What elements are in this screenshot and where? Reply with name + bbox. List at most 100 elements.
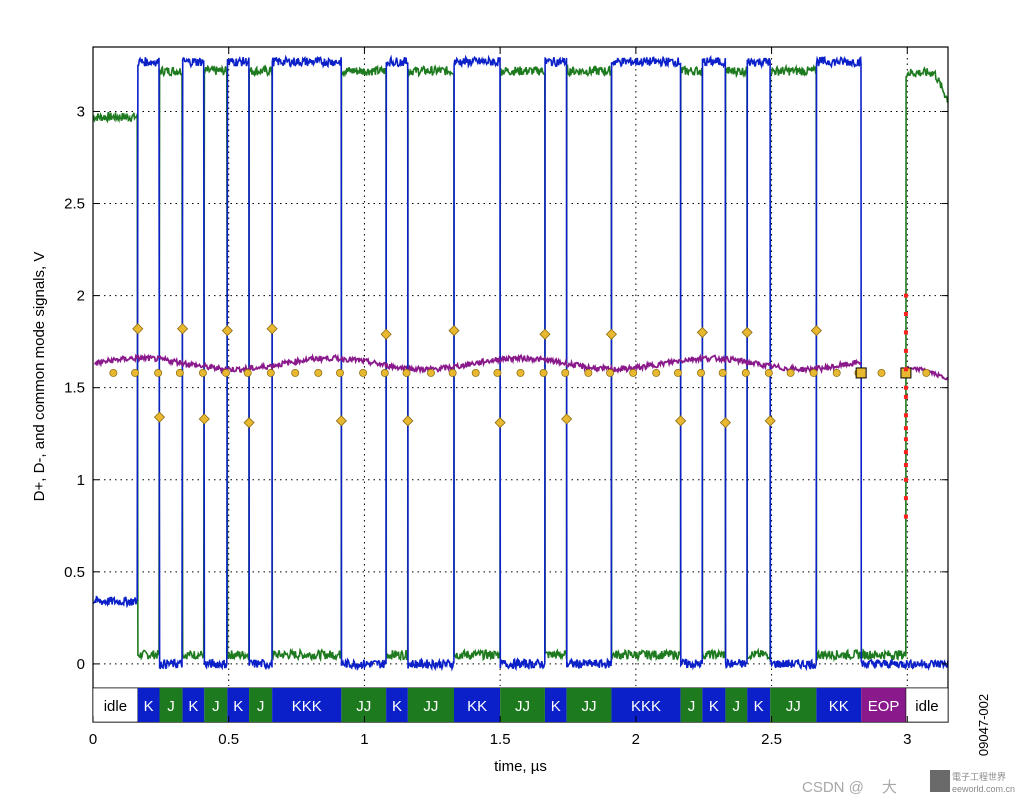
- y-tick-label: 2.5: [64, 196, 85, 213]
- state-label: K: [754, 698, 764, 715]
- eop-marker-point: [903, 437, 908, 442]
- state-segment-k: [272, 688, 342, 722]
- sample-point: [809, 368, 818, 377]
- sample-point: [198, 368, 207, 377]
- eop-marker-point: [903, 426, 908, 431]
- watermark-name: 大: [882, 779, 897, 796]
- sample-point: [175, 368, 184, 377]
- series-common-mode: [94, 353, 862, 375]
- state-label: K: [144, 698, 154, 715]
- state-label: K: [233, 698, 243, 715]
- transition-point: [810, 325, 822, 337]
- state-label: JJ: [356, 698, 371, 715]
- state-label: J: [257, 698, 265, 715]
- state-label: K: [392, 698, 402, 715]
- eop-marker-point: [903, 394, 908, 399]
- state-label: KK: [467, 698, 487, 715]
- sample-point: [629, 368, 638, 377]
- eop-marker-point: [903, 450, 908, 455]
- sample-point: [402, 368, 411, 377]
- x-tick-label: 1: [360, 731, 368, 748]
- transition-point: [605, 328, 617, 340]
- eop-marker-point: [903, 413, 908, 418]
- state-segment-j: [680, 688, 703, 722]
- transition-point: [448, 325, 460, 337]
- transition-point: [696, 326, 708, 338]
- sample-point: [652, 368, 661, 377]
- y-tick-label: 3: [77, 103, 85, 120]
- sample-point: [764, 368, 773, 377]
- transition-point: [153, 411, 166, 423]
- state-segment-j: [159, 688, 183, 722]
- sample-point: [786, 368, 795, 377]
- sample-point: [426, 368, 435, 377]
- transition-point: [764, 415, 776, 427]
- state-label: EOP: [868, 698, 900, 715]
- transition-point: [132, 323, 144, 335]
- y-axis-title: D+, D-, and common mode signals, V: [31, 252, 48, 502]
- watermark-logo-icon: [930, 770, 950, 792]
- transition-point: [380, 328, 392, 340]
- sample-point: [154, 368, 163, 377]
- watermark-prefix: CSDN @: [802, 779, 864, 796]
- state-segment-j: [341, 688, 387, 722]
- eop-marker-point: [903, 463, 908, 468]
- sample-point: [877, 368, 886, 377]
- state-segment-j: [204, 688, 228, 722]
- sample-point: [718, 368, 727, 377]
- state-label: idle: [104, 698, 127, 715]
- transition-point: [561, 413, 573, 425]
- state-label: JJ: [515, 698, 530, 715]
- transition-point: [539, 328, 551, 340]
- transition-point: [719, 417, 731, 429]
- eop-marker-point: [903, 477, 908, 482]
- state-segment-j: [407, 688, 454, 722]
- state-segment-k: [227, 688, 250, 722]
- state-label: J: [167, 698, 175, 715]
- sample-point: [741, 368, 750, 377]
- sample-point: [243, 368, 252, 377]
- transition-point: [335, 415, 347, 427]
- state-segment-k: [747, 688, 771, 722]
- x-tick-label: 3: [903, 731, 911, 748]
- sample-point: [561, 368, 570, 377]
- state-segment-k: [611, 688, 681, 722]
- sample-point: [922, 368, 931, 377]
- sample-point: [380, 368, 389, 377]
- sample-point: [539, 368, 548, 377]
- state-label: J: [733, 698, 741, 715]
- state-label: JJ: [423, 698, 438, 715]
- x-tick-label: 1.5: [490, 731, 511, 748]
- sample-point: [606, 368, 615, 377]
- plot-frame: [92, 46, 949, 723]
- state-label: JJ: [582, 698, 597, 715]
- sample-point: [493, 368, 502, 377]
- state-label: K: [709, 698, 719, 715]
- sample-point: [516, 368, 525, 377]
- transition-point: [494, 417, 506, 429]
- x-axis-title: time, µs: [494, 758, 547, 775]
- state-segment-k: [386, 688, 408, 722]
- transition-point: [266, 323, 278, 335]
- state-segment-j: [770, 688, 817, 722]
- eop-marker-point: [903, 514, 908, 519]
- sample-point: [109, 368, 118, 377]
- y-tick-label: 1: [77, 472, 85, 489]
- state-segment-j: [566, 688, 612, 722]
- sample-point: [336, 368, 344, 377]
- state-label: KKK: [292, 698, 322, 715]
- transition-point: [243, 417, 255, 429]
- y-tick-label: 1.5: [64, 380, 85, 397]
- sample-point: [471, 368, 480, 377]
- y-tick-label: 0: [77, 656, 85, 673]
- state-segment-j: [249, 688, 273, 722]
- y-tick-label: 0.5: [64, 564, 85, 581]
- sample-point: [314, 368, 323, 377]
- x-tick-label: 0.5: [218, 731, 239, 748]
- series-d-plus: [92, 54, 949, 672]
- state-segment-k: [137, 688, 160, 722]
- state-segment-k: [182, 688, 205, 722]
- state-label: idle: [915, 698, 938, 715]
- x-tick-label: 2: [632, 731, 640, 748]
